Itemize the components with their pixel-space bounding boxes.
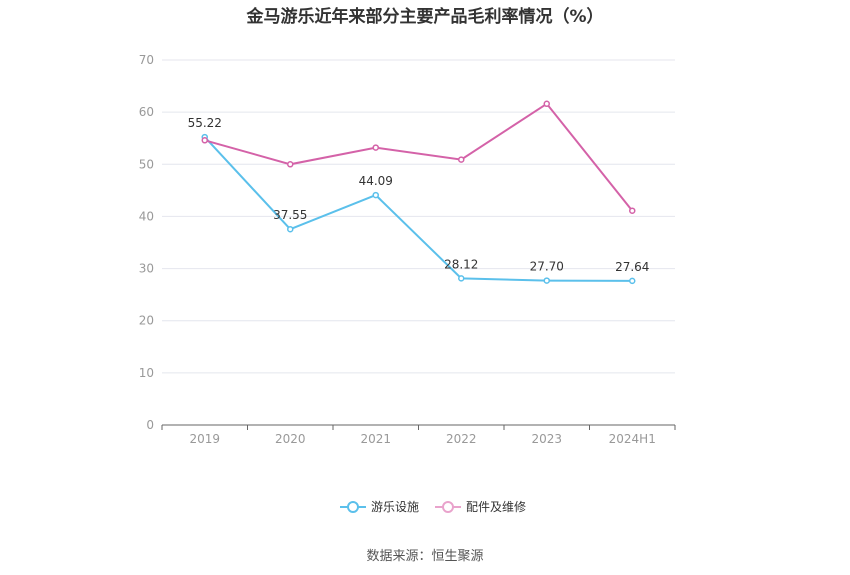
x-tick-label: 2021 — [360, 432, 391, 446]
series-line — [204, 136, 633, 282]
data-point — [458, 156, 465, 163]
legend-label: 配件及维修 — [466, 499, 526, 514]
source-note: 数据来源：恒生聚源 — [366, 549, 484, 564]
legend-marker — [347, 501, 359, 513]
x-tick-label: 2020 — [275, 432, 306, 446]
data-point — [458, 275, 465, 282]
data-label: 37.55 — [273, 208, 307, 222]
x-tick-label: 2019 — [189, 432, 220, 446]
y-tick-label: 40 — [139, 209, 154, 223]
y-tick-label: 50 — [139, 157, 154, 171]
data-label: 27.64 — [615, 260, 649, 274]
chart-title: 金马游乐近年来部分主要产品毛利率情况（%） — [246, 7, 604, 27]
y-tick-label: 70 — [139, 53, 154, 67]
y-tick-label: 60 — [139, 105, 154, 119]
series-line — [204, 102, 634, 212]
data-point — [543, 100, 550, 108]
legend-marker — [442, 501, 454, 513]
x-tick-label: 2024H1 — [609, 432, 656, 446]
data-labels: 55.22 37.55 44.09 28.12 27.70 27.64 — [188, 116, 650, 274]
data-label: 27.70 — [530, 260, 564, 274]
data-point — [287, 161, 294, 168]
axes: 0 10 20 30 40 50 60 70 2019 2020 2021 2022 2023 2024H… — [139, 53, 676, 446]
data-point — [543, 277, 550, 284]
y-tick-label: 30 — [139, 262, 154, 276]
data-point — [372, 191, 379, 199]
data-point — [287, 225, 294, 233]
data-point — [201, 137, 208, 144]
legend: 游乐设施 配件及维修 — [340, 499, 526, 514]
y-tick-label: 20 — [139, 314, 154, 328]
x-tick-label: 2022 — [446, 432, 477, 446]
x-tick-label: 2023 — [531, 432, 562, 446]
data-point — [629, 277, 636, 285]
data-label: 55.22 — [188, 116, 222, 130]
y-tick-label: 0 — [146, 418, 154, 432]
y-tick-label: 10 — [139, 366, 154, 380]
legend-label: 游乐设施 — [371, 500, 419, 514]
data-point — [629, 207, 636, 214]
data-label: 28.12 — [444, 257, 478, 271]
data-point — [372, 144, 379, 151]
series-lines — [201, 100, 636, 285]
data-label: 44.09 — [359, 174, 393, 188]
grid-lines — [162, 59, 675, 374]
